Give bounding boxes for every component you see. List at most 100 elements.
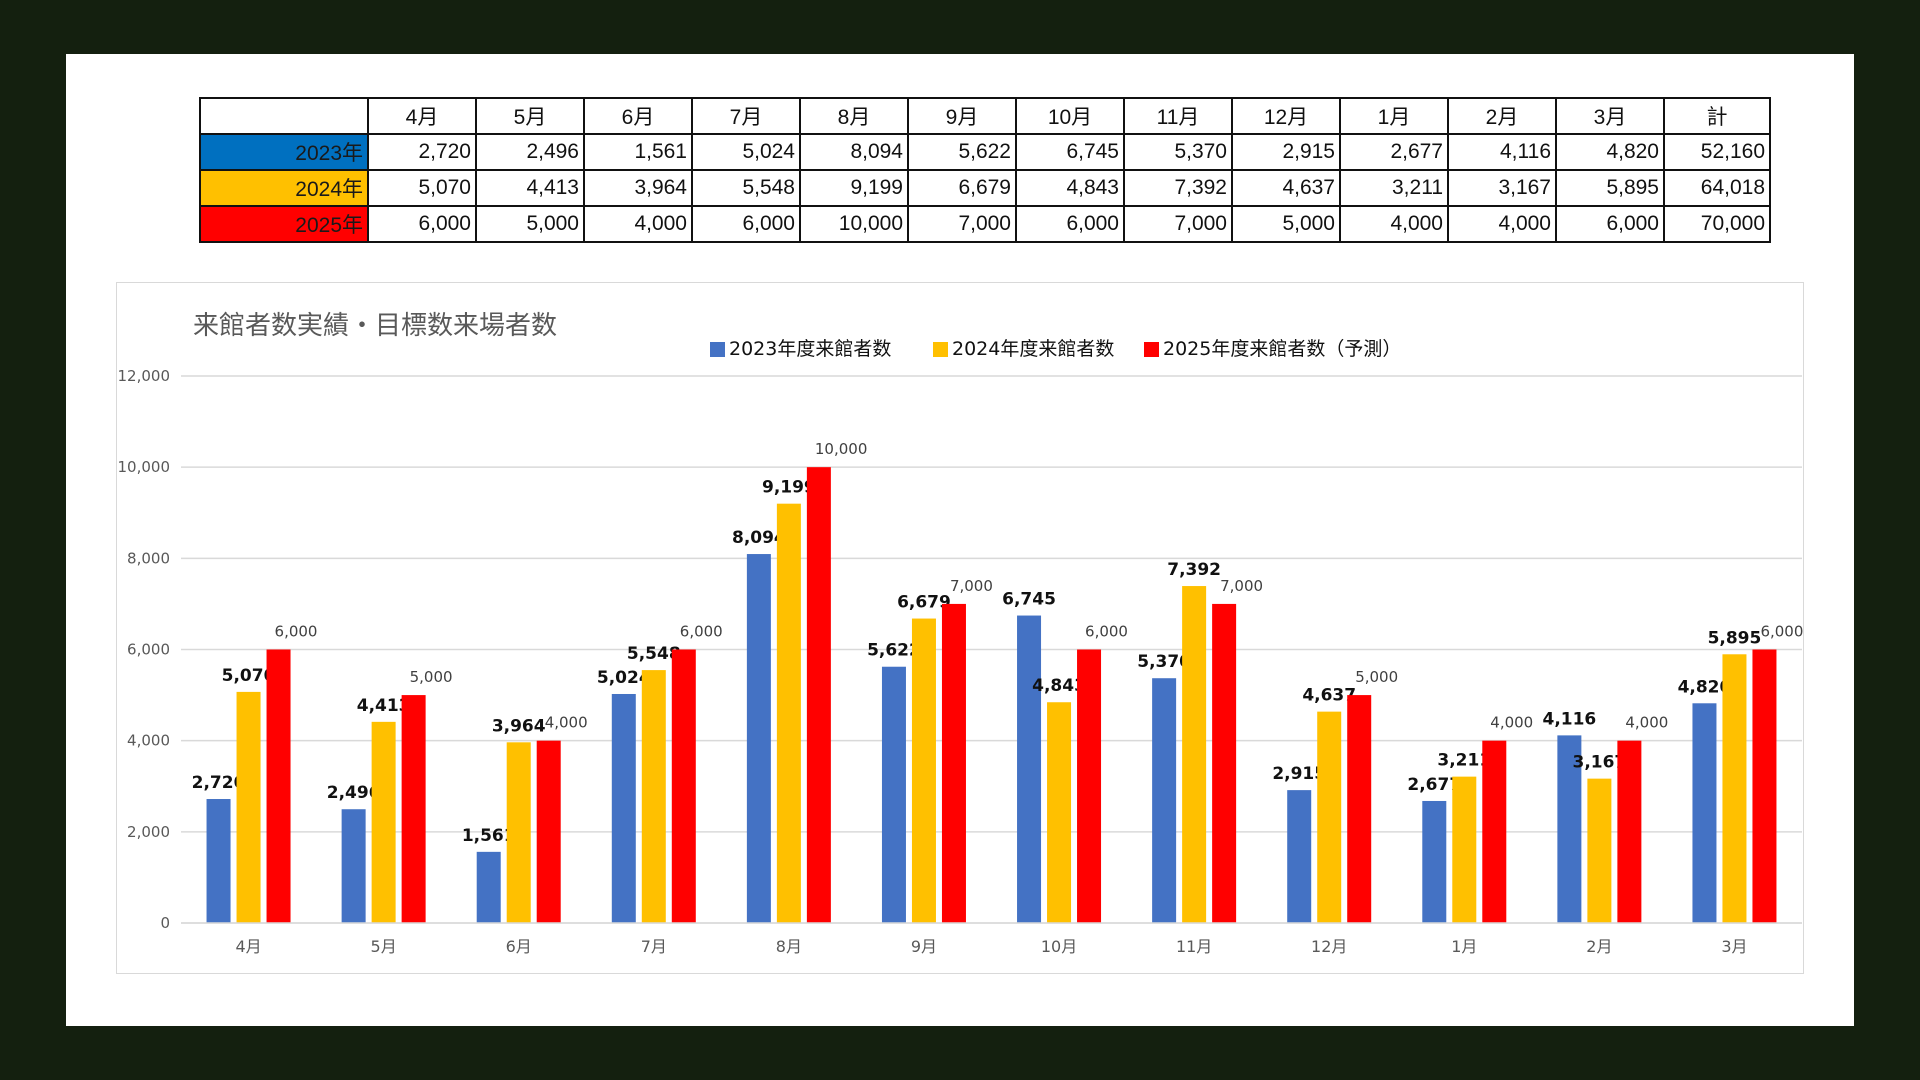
table-header-cell: 2月 xyxy=(1447,97,1557,135)
bar xyxy=(746,554,771,923)
bar xyxy=(1557,735,1582,923)
table-cell: 2,720 xyxy=(367,133,477,171)
data-label: 10,000 xyxy=(815,440,868,458)
chart-panel: 来館者数実績・目標数来場者数 2023年度来館者数 2024年度来館者数 2025年度… xyxy=(116,282,1804,974)
data-label: 5,622 xyxy=(867,641,921,661)
bar xyxy=(1287,790,1312,923)
data-label: 7,000 xyxy=(1220,577,1263,595)
table-header-cell: 計 xyxy=(1663,97,1771,135)
bar xyxy=(401,695,426,923)
data-label: 4,637 xyxy=(1302,686,1356,706)
data-label: 7,392 xyxy=(1167,560,1221,580)
y-tick-label: 8,000 xyxy=(127,549,170,567)
x-tick-label: 5月 xyxy=(371,937,397,956)
bar xyxy=(1182,586,1207,923)
table-cell: 4,820 xyxy=(1555,133,1665,171)
table-cell: 5,622 xyxy=(907,133,1017,171)
legend-label: 2024年度来館者数 xyxy=(952,338,1114,360)
table-cell: 4,637 xyxy=(1231,169,1341,207)
x-tick-label: 8月 xyxy=(776,937,802,956)
table-cell: 64,018 xyxy=(1663,169,1771,207)
data-label: 6,000 xyxy=(1760,623,1803,641)
bar xyxy=(1617,740,1642,923)
table-cell: 2,677 xyxy=(1339,133,1449,171)
table-header-cell: 5月 xyxy=(475,97,585,135)
data-label: 4,116 xyxy=(1542,709,1596,729)
table-corner-cell xyxy=(199,97,369,135)
table-row: 2023年 2,720 2,496 1,561 5,024 8,094 5,622 6,745… xyxy=(199,133,1771,171)
table-header-cell: 3月 xyxy=(1555,97,1665,135)
data-label: 2,496 xyxy=(327,783,381,803)
table-cell: 4,000 xyxy=(1339,205,1449,243)
bar xyxy=(1752,649,1777,923)
table-cell: 6,000 xyxy=(691,205,801,243)
bar xyxy=(881,666,906,923)
data-table: 4月 5月 6月 7月 8月 9月 10月 11月 12月 1月 2月 3月計 2023年 2,720 2… xyxy=(199,97,1771,243)
bar xyxy=(1422,800,1447,923)
table-cell: 5,895 xyxy=(1555,169,1665,207)
table-body: 2023年 2,720 2,496 1,561 5,024 8,094 5,622 6,745… xyxy=(199,133,1771,243)
legend-label: 2023年度来館者数 xyxy=(729,338,891,360)
data-label: 4,000 xyxy=(1490,714,1533,732)
legend-swatch xyxy=(933,342,948,357)
bar xyxy=(1047,702,1072,923)
table-row-label: 2023年 xyxy=(199,133,369,171)
table-cell: 4,000 xyxy=(1447,205,1557,243)
data-label: 6,745 xyxy=(1002,590,1056,610)
bar xyxy=(1017,615,1042,923)
bar xyxy=(536,740,561,923)
data-label: 9,199 xyxy=(762,478,816,498)
data-label: 6,000 xyxy=(1085,623,1128,641)
data-label: 5,000 xyxy=(410,668,453,686)
table-header-row: 4月 5月 6月 7月 8月 9月 10月 11月 12月 1月 2月 3月計 xyxy=(199,97,1771,135)
bar xyxy=(1482,740,1507,923)
bar xyxy=(236,691,261,923)
table-cell: 2,496 xyxy=(475,133,585,171)
table-cell: 52,160 xyxy=(1663,133,1771,171)
y-tick-label: 12,000 xyxy=(118,367,171,385)
data-label: 4,843 xyxy=(1032,676,1086,696)
data-label: 3,211 xyxy=(1437,751,1491,771)
table-cell: 7,000 xyxy=(1123,205,1233,243)
data-label: 2,915 xyxy=(1272,764,1326,784)
bar xyxy=(1212,603,1237,923)
table-header-cell: 7月 xyxy=(691,97,801,135)
y-tick-label: 6,000 xyxy=(127,641,170,659)
data-label: 4,000 xyxy=(1625,714,1668,732)
table-cell: 7,392 xyxy=(1123,169,1233,207)
data-label: 6,000 xyxy=(275,623,318,641)
x-tick-label: 9月 xyxy=(911,937,937,956)
table-cell: 6,000 xyxy=(367,205,477,243)
bar xyxy=(911,618,936,923)
table-cell: 10,000 xyxy=(799,205,909,243)
table-cell: 7,000 xyxy=(907,205,1017,243)
table-cell: 5,370 xyxy=(1123,133,1233,171)
table-cell: 5,070 xyxy=(367,169,477,207)
bar xyxy=(206,799,231,923)
data-label: 2,677 xyxy=(1407,775,1461,795)
table-cell: 6,745 xyxy=(1015,133,1125,171)
table-cell: 6,000 xyxy=(1555,205,1665,243)
legend-label: 2025年度来館者数（予測） xyxy=(1163,338,1401,360)
legend-swatch xyxy=(710,342,725,357)
bar xyxy=(1152,678,1177,923)
y-tick-label: 2,000 xyxy=(127,823,170,841)
table-row: 2024年 5,070 4,413 3,964 5,548 9,199 6,679 4,843… xyxy=(199,169,1771,207)
data-label: 2,720 xyxy=(192,773,246,793)
bar xyxy=(506,742,531,923)
data-label: 7,000 xyxy=(950,577,993,595)
table-cell: 70,000 xyxy=(1663,205,1771,243)
table-cell: 4,000 xyxy=(583,205,693,243)
legend-swatch xyxy=(1144,342,1159,357)
bar xyxy=(641,670,666,923)
data-label: 6,679 xyxy=(897,593,951,613)
data-label: 4,413 xyxy=(357,696,411,716)
bar xyxy=(806,467,831,923)
bar xyxy=(1692,703,1717,923)
table-header-cell: 10月 xyxy=(1015,97,1125,135)
x-tick-label: 12月 xyxy=(1311,937,1347,956)
x-tick-label: 10月 xyxy=(1041,937,1077,956)
data-label: 5,370 xyxy=(1137,652,1191,672)
x-tick-label: 11月 xyxy=(1176,937,1212,956)
table-row: 2025年 6,000 5,000 4,000 6,000 10,000 7,000 6,00… xyxy=(199,205,1771,243)
